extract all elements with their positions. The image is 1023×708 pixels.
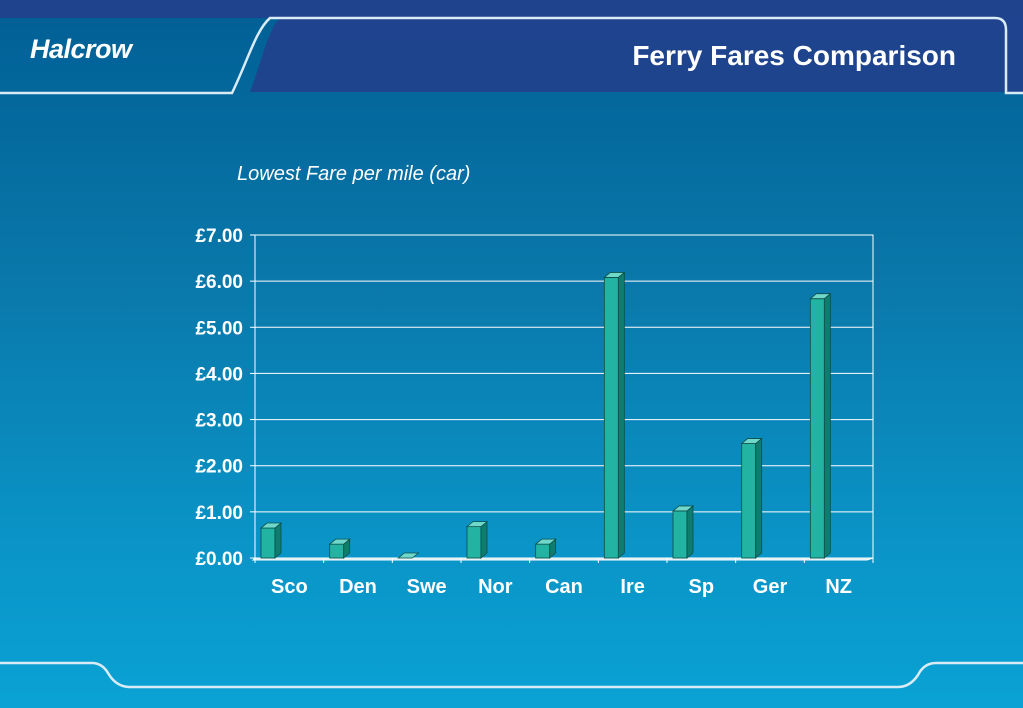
bar-side: [617, 271, 625, 559]
bar-nor: [465, 520, 489, 559]
bar-front: [329, 543, 345, 559]
bar-den: [328, 538, 351, 559]
x-tick-label: Nor: [478, 576, 513, 598]
bar-ger: [740, 437, 763, 559]
bar-top: [740, 438, 763, 444]
bar-sco: [259, 522, 283, 559]
y-tick-label: £3.00: [195, 411, 243, 432]
y-tick-label: £2.00: [195, 457, 243, 478]
bar-side: [823, 292, 831, 559]
y-tick-label: £0.00: [195, 549, 243, 570]
bar-ire: [603, 271, 626, 559]
x-tick-label: NZ: [825, 576, 852, 598]
y-tick-label: £7.00: [195, 226, 243, 247]
bar-can: [534, 538, 557, 559]
header-outline: [0, 16, 1023, 95]
bar-front: [260, 527, 276, 559]
bar-front: [466, 526, 482, 559]
y-tick-label: £6.00: [195, 272, 243, 293]
chart-title: Lowest Fare per mile (car): [237, 163, 471, 185]
bar-front: [672, 510, 688, 559]
footer-outline: [0, 661, 1023, 689]
x-tick-label: Sp: [689, 576, 715, 598]
chart-floor: [251, 557, 874, 561]
x-tick-label: Swe: [407, 576, 447, 598]
x-tick-label: Ire: [620, 576, 644, 598]
y-tick-label: £5.00: [195, 318, 243, 339]
bar-side: [755, 437, 763, 559]
x-tick-label: Sco: [271, 576, 308, 598]
halcrow-logo: Halcrow: [30, 34, 132, 64]
x-tick-label: Ger: [753, 576, 788, 598]
bar-front: [741, 443, 757, 559]
y-tick-label: £1.00: [195, 503, 243, 524]
bar-top: [671, 505, 695, 512]
bar-top: [809, 293, 832, 300]
plot-area: [254, 234, 874, 559]
slide-title: Ferry Fares Comparison: [632, 40, 956, 71]
bar-sp: [671, 505, 695, 559]
bar-front: [603, 277, 619, 559]
bar-top: [603, 272, 626, 278]
bar-nz: [809, 292, 832, 559]
bar-top: [465, 521, 489, 528]
x-tick-label: Den: [339, 576, 377, 598]
bar-front: [535, 543, 551, 559]
bar-front: [809, 298, 825, 559]
bar-side: [480, 520, 488, 559]
bar-top: [397, 552, 420, 559]
x-tick-label: Can: [545, 576, 583, 598]
header-band: [0, 0, 1023, 92]
bar-side: [274, 522, 282, 559]
bar-top: [259, 522, 283, 529]
y-tick-label: £4.00: [195, 364, 243, 385]
bar-side: [686, 505, 694, 559]
bar-swe: [397, 552, 420, 559]
bar-top: [328, 538, 351, 545]
bar-top: [534, 538, 557, 545]
